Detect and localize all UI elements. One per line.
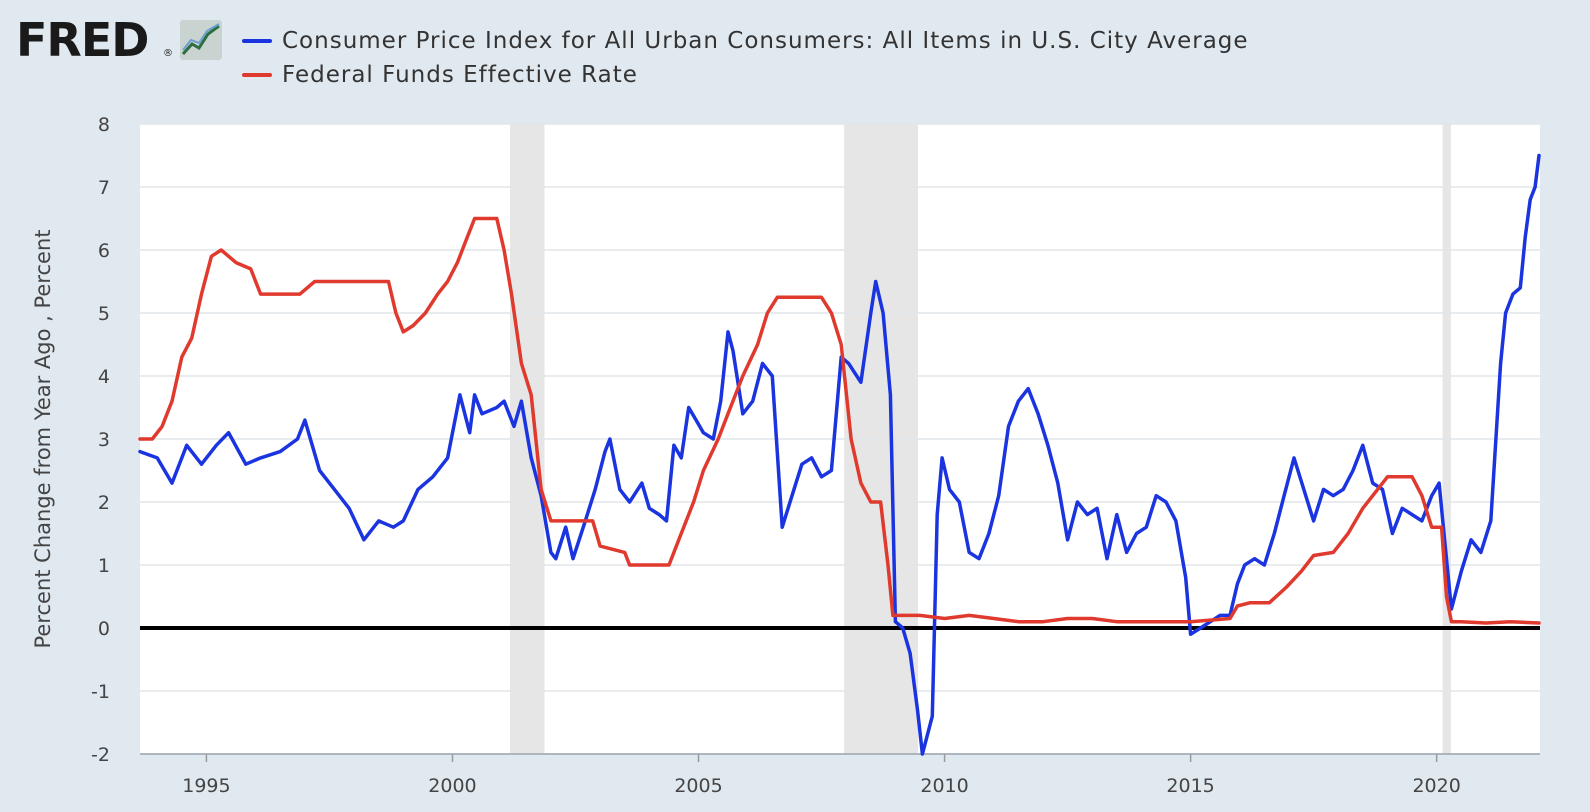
- x-tick-label: 2000: [428, 775, 476, 797]
- fred-logo-registered: ®: [163, 48, 173, 59]
- legend-swatch-cpi: [242, 39, 272, 43]
- legend-swatch-fedfunds: [242, 73, 272, 77]
- y-tick-label: 3: [98, 429, 110, 451]
- y-tick-label: 7: [98, 177, 110, 199]
- fred-logo: FRED: [16, 13, 149, 67]
- y-axis-title: Percent Change from Year Ago , Percent: [31, 229, 55, 648]
- x-tick-label: 2010: [920, 775, 968, 797]
- y-tick-label: 5: [98, 303, 110, 325]
- series-lines: [138, 153, 1541, 756]
- legend-label-cpi: Consumer Price Index for All Urban Consu…: [282, 28, 1249, 54]
- x-tick-label: 2020: [1412, 775, 1460, 797]
- y-tick-label: -2: [91, 744, 110, 766]
- y-tick-label: 6: [98, 240, 110, 262]
- y-tick-label: 8: [98, 114, 110, 136]
- x-tick-label: 2005: [674, 775, 722, 797]
- series-line-cpi: [138, 153, 1541, 756]
- y-tick-label: -1: [91, 681, 110, 703]
- series-line-fedfunds: [138, 216, 1541, 625]
- legend-item-fedfunds[interactable]: Federal Funds Effective Rate: [242, 60, 638, 90]
- y-tick-label: 0: [98, 618, 110, 640]
- chart-header: FRED ® Consumer Price Index for All Urba…: [0, 0, 1590, 110]
- legend-label-fedfunds: Federal Funds Effective Rate: [282, 62, 638, 88]
- legend-item-cpi[interactable]: Consumer Price Index for All Urban Consu…: [242, 26, 1249, 56]
- fred-chart-icon: [180, 20, 222, 60]
- y-axis-ticks: 8 7 6 5 4 3 2 1 0 -1 -2: [91, 114, 110, 766]
- x-tick-label: 2015: [1166, 775, 1214, 797]
- y-tick-label: 4: [98, 366, 110, 388]
- x-axis-ticks: 1995 2000 2005 2010 2015 2020: [182, 754, 1461, 797]
- y-tick-label: 1: [98, 555, 110, 577]
- x-tick-label: 1995: [182, 775, 230, 797]
- y-tick-label: 2: [98, 492, 110, 514]
